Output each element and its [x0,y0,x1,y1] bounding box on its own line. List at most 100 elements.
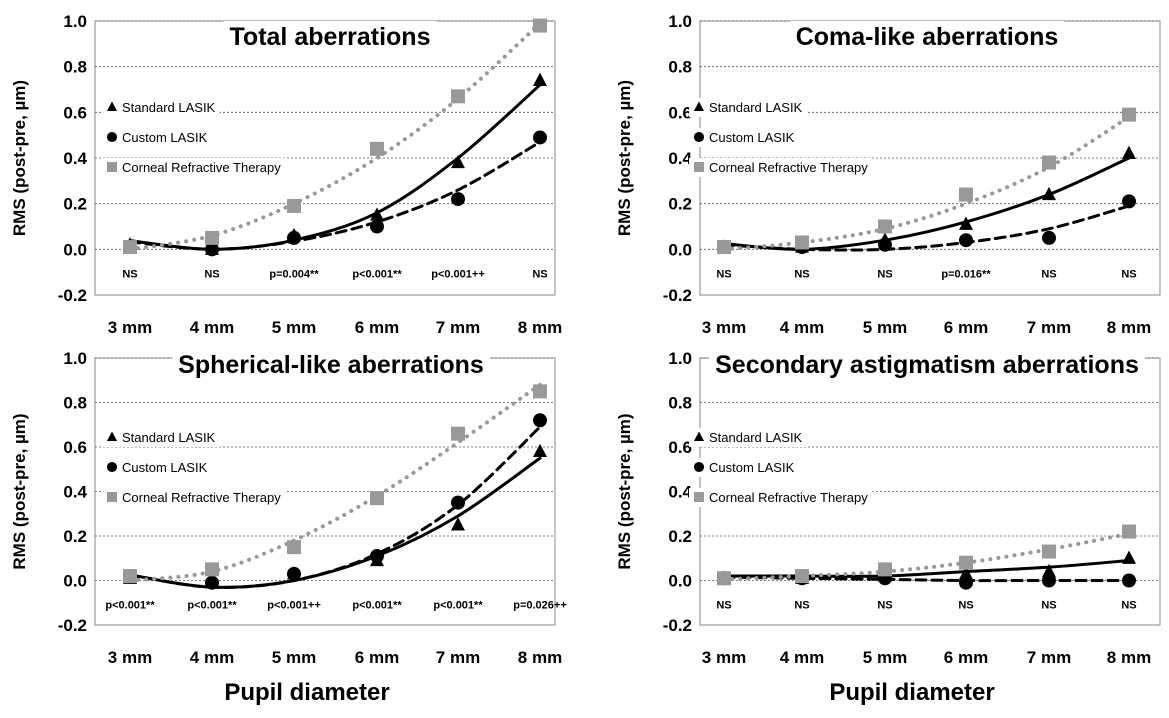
panel-title: Total aberrations [230,23,431,51]
data-point [370,491,384,506]
legend-background [689,428,807,447]
legend-entry: Custom LASIK [689,458,799,477]
fit-line [722,114,1131,252]
y-tick-label: 1.0 [63,349,87,368]
legend-entry: Custom LASIK [102,458,212,477]
significance-label: NS [877,600,892,612]
x-tick-label: 8 mm [518,648,562,667]
legend-background [102,158,286,177]
data-point [959,216,973,230]
legend-marker [106,161,118,173]
legend-marker [693,431,705,442]
legend-entry: Standard LASIK [689,98,807,117]
y-tick-label: 0.2 [63,195,87,214]
legend-background [102,98,220,117]
significance-label: p<0.001** [352,600,402,612]
data-point [1042,563,1056,578]
data-point [205,562,219,577]
y-tick-label: 0.2 [668,527,692,546]
y-tick-label: 0.6 [668,103,692,122]
data-point [959,575,973,590]
data-point [205,230,219,245]
data-point [287,198,301,213]
legend-label: Custom LASIK [709,130,795,145]
significance-label: p<0.001++ [267,600,321,612]
y-tick-label: -0.2 [58,286,87,305]
significance-label: p=0.004** [269,268,319,280]
data-point [1042,573,1056,588]
data-point [287,566,301,581]
x-tick-label: 3 mm [702,318,746,337]
chart-panels: -0.2 0.0 0.2 0.4 0.6 0.8 1.0 RMS (post-pre, µm)… [10,12,1161,667]
legend-background [102,458,212,477]
fit-line [128,456,542,589]
legend-label: Custom LASIK [122,130,208,145]
panel-2: -0.2 0.0 0.2 0.4 0.6 0.8 1.0 RMS (post-pre, µm)… [615,12,1161,337]
data-point [451,192,465,207]
x-tick-label: 8 mm [1107,318,1151,337]
legend-label: Standard LASIK [122,100,216,115]
data-point [1042,186,1056,201]
y-tick-label: -0.2 [663,616,692,635]
data-point [1122,194,1136,209]
significance-label: NS [1041,600,1056,612]
x-tick-label: 3 mm [702,648,746,667]
legend-entry: Standard LASIK [102,428,220,447]
x-tick-label: 8 mm [1107,648,1151,667]
legend-background [102,488,286,507]
legend-entry: Custom LASIK [689,128,799,147]
data-point [533,72,547,86]
data-point [1042,544,1056,559]
x-tick-label: 5 mm [863,648,907,667]
data-point [370,207,384,221]
legend-label: Corneal Refractive Therapy [709,490,868,505]
legend-background [689,488,873,507]
legend-background [689,458,799,477]
data-point [533,130,547,145]
data-point [1122,145,1136,160]
significance-label: NS [1121,268,1136,280]
legend-entry: Corneal Refractive Therapy [689,488,873,507]
data-point [123,240,137,255]
panel-title: Secondary astigmatism aberrations [715,351,1139,379]
data-point [878,237,892,252]
panel-title: Coma-like aberrations [796,23,1059,51]
data-point [451,154,465,169]
legend-marker [106,131,118,143]
legend-marker [106,491,118,503]
x-tick-label: 6 mm [355,318,399,337]
legend-marker [106,431,118,442]
legend-background [689,158,873,177]
data-point [959,233,973,248]
x-tick-label: 7 mm [436,648,480,667]
significance-label: NS [716,268,731,280]
significance-label: p<0.001** [352,268,402,280]
data-point [1122,524,1136,539]
data-point [1122,573,1136,588]
y-axis-label: RMS (post-pre, µm) [615,413,634,569]
legend-marker [693,131,705,143]
legend-entry: Corneal Refractive Therapy [689,158,873,177]
y-tick-label: 1.0 [668,349,692,368]
legend-background [102,128,212,147]
x-tick-label: 3 mm [108,648,152,667]
significance-label: NS [877,268,892,280]
fit-line [128,382,542,583]
data-point [959,555,973,570]
x-tick-label: 4 mm [190,318,234,337]
y-tick-label: 0.0 [668,572,692,591]
data-point [451,517,465,531]
legend-label: Corneal Refractive Therapy [122,160,281,175]
title-background [223,21,437,53]
x-tick-label: 4 mm [780,318,824,337]
legend-entry: Standard LASIK [689,428,807,447]
significance-label: NS [716,600,731,612]
data-point [959,187,973,202]
significance-label: NS [1121,600,1136,612]
fit-line [128,140,542,251]
panel-3: -0.2 0.0 0.2 0.4 0.6 0.8 1.0 RMS (post-pre, µm)… [10,349,567,667]
significance-label: NS [122,268,137,280]
y-tick-label: -0.2 [58,616,87,635]
title-background [172,349,490,381]
x-tick-label: 5 mm [272,648,316,667]
